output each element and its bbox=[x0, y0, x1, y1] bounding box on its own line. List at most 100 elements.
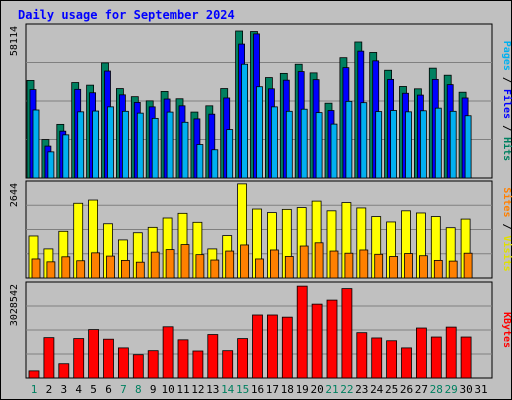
bar-kbytes bbox=[118, 347, 129, 379]
legend-part: KBytes bbox=[501, 312, 512, 348]
bar-sites bbox=[210, 259, 220, 279]
chart-panels: 58114 Pages / Files / Hits 2644 Sites / Vis… bbox=[9, 23, 512, 379]
bar-kbytes bbox=[88, 329, 99, 379]
x-tick-label: 13 bbox=[206, 383, 219, 396]
bar-sites bbox=[150, 251, 160, 279]
bar-kbytes bbox=[415, 327, 427, 379]
bar-pages bbox=[330, 123, 338, 179]
bar-pages bbox=[449, 110, 457, 179]
bar-sites bbox=[180, 244, 190, 279]
series-legend-label: Sites / Visits bbox=[501, 187, 512, 271]
bar-pages bbox=[345, 100, 353, 179]
x-tick-label: 26 bbox=[400, 383, 413, 396]
bar-sites bbox=[225, 250, 235, 279]
x-tick-label: 19 bbox=[296, 383, 309, 396]
bar-pages bbox=[405, 111, 412, 179]
bar-pages bbox=[226, 129, 234, 179]
bar-kbytes bbox=[222, 350, 234, 379]
x-tick-label: 3 bbox=[60, 383, 67, 396]
bar-sites bbox=[76, 260, 86, 279]
x-tick-label: 29 bbox=[445, 383, 458, 396]
bar-pages bbox=[62, 134, 70, 179]
bar-pages bbox=[151, 117, 159, 179]
x-tick-label: 24 bbox=[370, 383, 384, 396]
x-tick-label: 11 bbox=[176, 383, 189, 396]
bar-sites bbox=[121, 259, 130, 279]
bar-kbytes bbox=[147, 350, 159, 379]
x-tick-label: 14 bbox=[221, 383, 235, 396]
bar-sites bbox=[91, 252, 100, 279]
bar-sites bbox=[404, 253, 413, 279]
legend-part: Sites bbox=[501, 187, 512, 217]
x-tick-label: 27 bbox=[415, 383, 428, 396]
bar-sites bbox=[135, 261, 145, 279]
x-tick-label: 20 bbox=[310, 383, 323, 396]
bar-kbytes bbox=[192, 350, 204, 379]
bar-sites bbox=[195, 254, 205, 279]
bar-pages bbox=[32, 109, 40, 179]
bar-pages bbox=[360, 102, 368, 179]
series-legend-label: KBytes bbox=[501, 312, 512, 348]
x-tick-label: 8 bbox=[135, 383, 142, 396]
series-kbytes bbox=[28, 285, 472, 379]
x-tick-label: 2 bbox=[46, 383, 53, 396]
bar-kbytes bbox=[386, 340, 398, 379]
bar-pages bbox=[315, 112, 323, 179]
bar-pages bbox=[122, 110, 129, 179]
bar-sites bbox=[463, 252, 473, 279]
bar-pages bbox=[107, 106, 114, 179]
panel-middle: 2644 Sites / Visits bbox=[9, 180, 512, 279]
bar-sites bbox=[299, 245, 309, 279]
x-tick-label: 15 bbox=[236, 383, 249, 396]
x-tick-label: 7 bbox=[120, 383, 127, 396]
bar-pages bbox=[419, 110, 427, 179]
x-tick-label: 23 bbox=[355, 383, 368, 396]
bar-sites bbox=[46, 261, 56, 279]
bar-kbytes bbox=[326, 299, 338, 379]
legend-part: Files bbox=[501, 89, 512, 119]
bar-kbytes bbox=[207, 334, 219, 379]
x-tick-label: 22 bbox=[340, 383, 353, 396]
bar-sites bbox=[165, 249, 175, 279]
bar-pages bbox=[241, 63, 249, 179]
bar-sites bbox=[448, 260, 458, 279]
bar-sites bbox=[269, 249, 279, 279]
bar-kbytes bbox=[162, 326, 174, 379]
bar-kbytes bbox=[177, 339, 189, 379]
series-pages bbox=[32, 63, 472, 179]
x-tick-label: 1 bbox=[31, 383, 38, 396]
bar-kbytes bbox=[401, 347, 412, 379]
bar-sites bbox=[255, 258, 264, 279]
x-tick-label: 16 bbox=[251, 383, 264, 396]
x-tick-label: 30 bbox=[459, 383, 472, 396]
chart-title: Daily usage for September 2024 bbox=[18, 8, 235, 22]
bar-kbytes bbox=[445, 326, 457, 379]
x-tick-label: 25 bbox=[385, 383, 398, 396]
bar-sites bbox=[344, 252, 354, 279]
bar-pages bbox=[211, 149, 219, 179]
x-tick-label: 9 bbox=[150, 383, 157, 396]
x-tick-label: 28 bbox=[430, 383, 443, 396]
x-tick-label: 12 bbox=[191, 383, 204, 396]
bar-kbytes bbox=[132, 354, 144, 379]
x-tick-label: 6 bbox=[105, 383, 112, 396]
bar-sites bbox=[240, 244, 250, 279]
bar-pages bbox=[300, 108, 308, 179]
bar-kbytes bbox=[371, 337, 383, 379]
bar-sites bbox=[31, 258, 41, 279]
bar-sites bbox=[106, 255, 115, 279]
bar-pages bbox=[181, 121, 189, 179]
bar-pages bbox=[464, 115, 472, 179]
x-tick-label: 18 bbox=[281, 383, 294, 396]
y-max-label: 3028542 bbox=[9, 284, 20, 326]
bar-kbytes bbox=[252, 314, 263, 379]
bar-kbytes bbox=[237, 338, 249, 379]
y-max-label: 2644 bbox=[9, 183, 20, 207]
legend-part: / bbox=[501, 119, 512, 137]
panel-top: 58114 Pages / Files / Hits bbox=[9, 23, 512, 179]
bar-kbytes bbox=[58, 363, 70, 379]
panel-bottom: 3028542 KBytes bbox=[9, 281, 512, 379]
legend-part: Hits bbox=[501, 137, 512, 161]
bar-pages bbox=[285, 110, 293, 179]
